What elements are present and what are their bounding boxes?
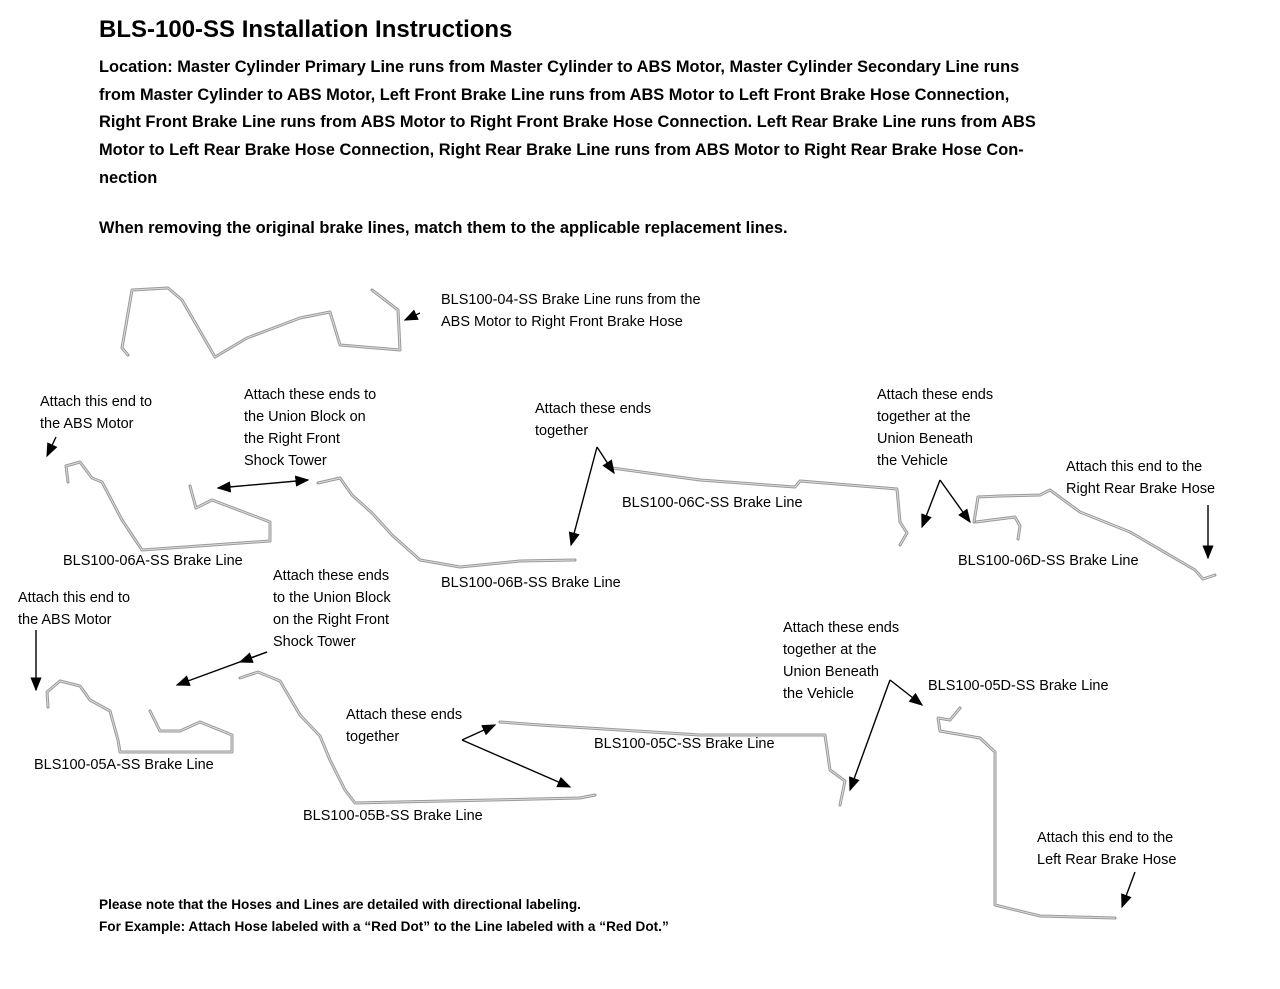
directional-note: Please note that the Hoses and Lines are… [99,894,669,938]
label-bls100-05b: BLS100-05B-SS Brake Line [303,808,483,824]
label-line: Shock Tower [273,634,356,650]
label-line: Attach these ends [783,620,900,636]
brake-line-06d-highlight [973,489,1216,580]
label-line: the Vehicle [877,453,948,469]
label-together-top: Attach these ends together [535,398,651,442]
arrow-icon [889,679,924,706]
brake-line-06d-branch [974,515,1022,541]
label-line: Attach these ends [877,387,994,403]
arrow-icon [46,436,58,458]
label-bls100-05d: BLS100-05D-SS Brake Line [928,678,1109,694]
arrow-icon [939,479,971,524]
label-line: Attach these ends [535,401,652,417]
label-together-bottom: Attach these ends together [346,704,462,748]
page-title: BLS-100-SS Installation Instructions [99,16,513,43]
label-line: to the Union Block [273,590,391,606]
label-line: the ABS Motor [40,416,134,432]
label-line: on the Right Front [273,612,390,628]
arrow-icon [921,479,941,529]
brake-line-06a-highlight [65,461,271,551]
label-line: ABS Motor to Right Front Brake Hose [441,314,683,330]
label-bls100-05a: BLS100-05A-SS Brake Line [34,757,214,773]
location-line: Location: Master Cylinder Primary Line r… [99,58,1020,76]
brake-line-05c-highlight [499,721,846,806]
label-bls100-04: BLS100-04-SS Brake Line runs from the AB… [441,289,701,333]
label-union-bottom: Attach these ends to the Union Block on … [273,565,391,653]
label-line: Left Rear Brake Hose [1037,852,1177,868]
label-line: Union Beneath [783,664,879,680]
label-line: Attach these ends to [244,387,377,403]
label-line: the Right Front [244,431,340,447]
location-line: nection [99,168,158,187]
label-line: Attach this end to the [1037,830,1174,846]
arrow-icon [1121,871,1136,909]
label-line: together [535,423,589,439]
label-line: Attach these ends [346,707,463,723]
arrow-icon [849,679,891,792]
location-paragraph: Location: Master Cylinder Primary Line r… [99,54,1036,193]
label-bls100-06a: BLS100-06A-SS Brake Line [63,553,243,569]
location-line: from Master Cylinder to ABS Motor, Left … [99,85,1010,104]
arrow-icon [596,446,615,475]
label-beneath-top: Attach these ends together at the Union … [877,384,993,472]
label-bls100-06c: BLS100-06C-SS Brake Line [622,495,803,511]
label-line: Union Beneath [877,431,973,447]
arrow-icon [568,446,598,547]
label-line: together [346,729,400,745]
brake-line-05d-highlight [937,707,1116,919]
label-line: Attach this end to [18,590,131,606]
label-line: BLS100-04-SS Brake Line runs from the [441,292,701,308]
arrow-icon [461,739,572,788]
brake-line-06a [64,460,272,552]
brake-line-06c-highlight [611,467,908,546]
location-line: Right Front Brake Line runs from ABS Mot… [99,113,1036,132]
arrow-icon [461,724,497,741]
location-line: Motor to Left Rear Brake Hose Connection… [99,141,1024,160]
brake-line-05d [936,706,1117,920]
brake-line-06b-highlight [317,477,576,568]
brake-line-06d-branch-highlight [975,516,1021,540]
brake-line-06b [316,476,577,569]
label-abs-bottom: Attach this end to the ABS Motor [18,587,130,631]
label-line: together at the [783,642,877,658]
note-line: For Example: Attach Hose labeled with a … [99,919,669,934]
label-line: Attach this end to the [1066,459,1203,475]
label-abs-top: Attach this end to the ABS Motor [40,391,152,435]
label-beneath-bottom: Attach these ends together at the Union … [783,617,899,705]
brake-line-05b-highlight [239,671,596,804]
label-bls100-06b: BLS100-06B-SS Brake Line [441,575,621,591]
label-union-top: Attach these ends to the Union Block on … [244,384,376,472]
label-line: Attach this end to [40,394,153,410]
label-bls100-06d: BLS100-06D-SS Brake Line [958,553,1139,569]
brake-line-04-highlight [121,287,401,358]
brake-line-05a-highlight [46,680,233,753]
label-line: Right Rear Brake Hose [1066,481,1216,497]
arrow-icon [238,651,268,663]
brake-line-05a [45,679,234,754]
label-line: the Union Block on [244,409,366,425]
removing-instruction: When removing the original brake lines, … [99,219,788,237]
label-line: Attach these ends [273,568,390,584]
label-rr-hose: Attach this end to the Right Rear Brake … [1066,456,1215,500]
label-lr-hose: Attach this end to the Left Rear Brake H… [1037,827,1176,871]
note-line: Please note that the Hoses and Lines are… [99,897,581,912]
label-line: the ABS Motor [18,612,112,628]
label-line: the Vehicle [783,686,854,702]
double-arrow-icon [216,475,310,493]
label-bls100-05c: BLS100-05C-SS Brake Line [594,736,775,752]
arrow-icon [403,309,421,321]
label-line: Shock Tower [244,453,327,469]
label-line: together at the [877,409,971,425]
